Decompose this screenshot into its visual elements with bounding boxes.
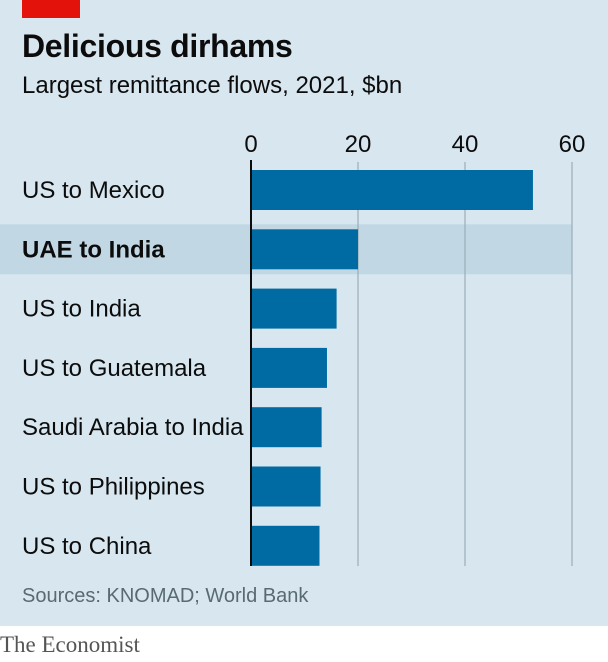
- category-label: Saudi Arabia to India: [22, 414, 244, 441]
- chart-subtitle: Largest remittance flows, 2021, $bn: [22, 72, 403, 99]
- economist-logo-text: The Economist: [0, 632, 140, 657]
- x-tick-label: 20: [345, 131, 372, 158]
- bar-chart: 0 20 40 60 US to Mexico UAE to India US to Ind…: [0, 131, 586, 566]
- bar: [251, 466, 321, 507]
- source-note: Sources: KNOMAD; World Bank: [22, 585, 309, 607]
- category-label: US to Mexico: [22, 177, 165, 204]
- bar: [251, 525, 320, 566]
- x-tick-label: 0: [244, 131, 257, 158]
- bar: [251, 229, 358, 270]
- category-label: US to Philippines: [22, 474, 205, 501]
- chart-title: Delicious dirhams: [22, 28, 293, 64]
- bar: [251, 407, 322, 448]
- x-tick-label: 60: [559, 131, 586, 158]
- bar: [251, 347, 327, 388]
- category-label: UAE to India: [22, 236, 165, 263]
- bar: [251, 288, 337, 329]
- category-label: US to India: [22, 296, 141, 323]
- bar: [251, 170, 533, 210]
- x-tick-label: 40: [452, 131, 479, 158]
- category-label: US to Guatemala: [22, 355, 207, 382]
- category-label: US to China: [22, 533, 152, 560]
- brand-red-tag: [22, 0, 80, 18]
